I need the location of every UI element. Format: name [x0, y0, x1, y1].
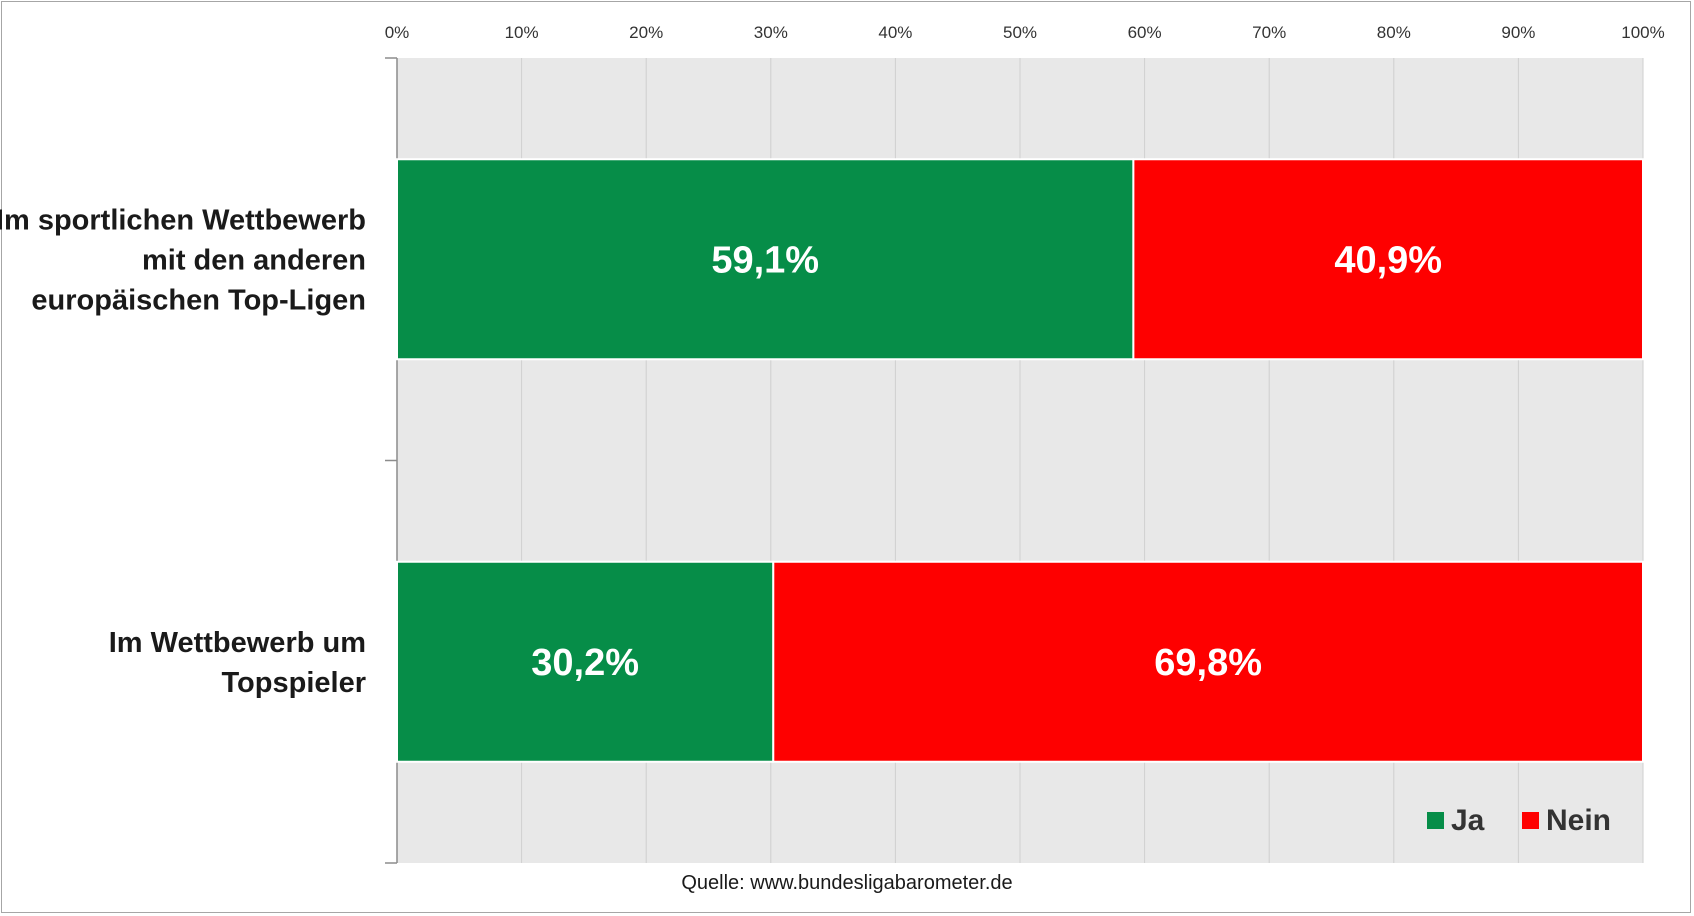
legend-label-ja: Ja — [1451, 804, 1485, 837]
category-label: europäischen Top-Ligen — [31, 284, 366, 316]
legend-label-nein: Nein — [1546, 804, 1611, 837]
legend-swatch-ja — [1427, 812, 1444, 829]
category-label: Im sportlichen Wettbewerb — [0, 204, 366, 236]
legend-swatch-nein — [1522, 812, 1539, 829]
x-tick-label: 100% — [1621, 23, 1664, 42]
data-label: 30,2% — [531, 642, 639, 684]
x-tick-label: 20% — [629, 23, 663, 42]
bar-nein — [772, 560, 1644, 763]
bar-nein — [1132, 158, 1644, 361]
x-tick-label: 0% — [385, 23, 410, 42]
category-label: mit den anderen — [142, 244, 366, 276]
category-label: Im Wettbewerb um — [109, 627, 366, 659]
data-label: 59,1% — [711, 239, 819, 281]
source-note: Quelle: www.bundesligabarometer.de — [681, 872, 1013, 894]
category-label: Topspieler — [222, 667, 367, 699]
x-tick-label: 80% — [1377, 23, 1411, 42]
data-label: 69,8% — [1154, 642, 1262, 684]
x-tick-label: 90% — [1501, 23, 1535, 42]
x-tick-label: 60% — [1128, 23, 1162, 42]
x-tick-label: 50% — [1003, 23, 1037, 42]
x-tick-label: 30% — [754, 23, 788, 42]
x-tick-label: 70% — [1252, 23, 1286, 42]
x-tick-label: 40% — [878, 23, 912, 42]
data-label: 40,9% — [1334, 239, 1442, 281]
x-tick-label: 10% — [505, 23, 539, 42]
